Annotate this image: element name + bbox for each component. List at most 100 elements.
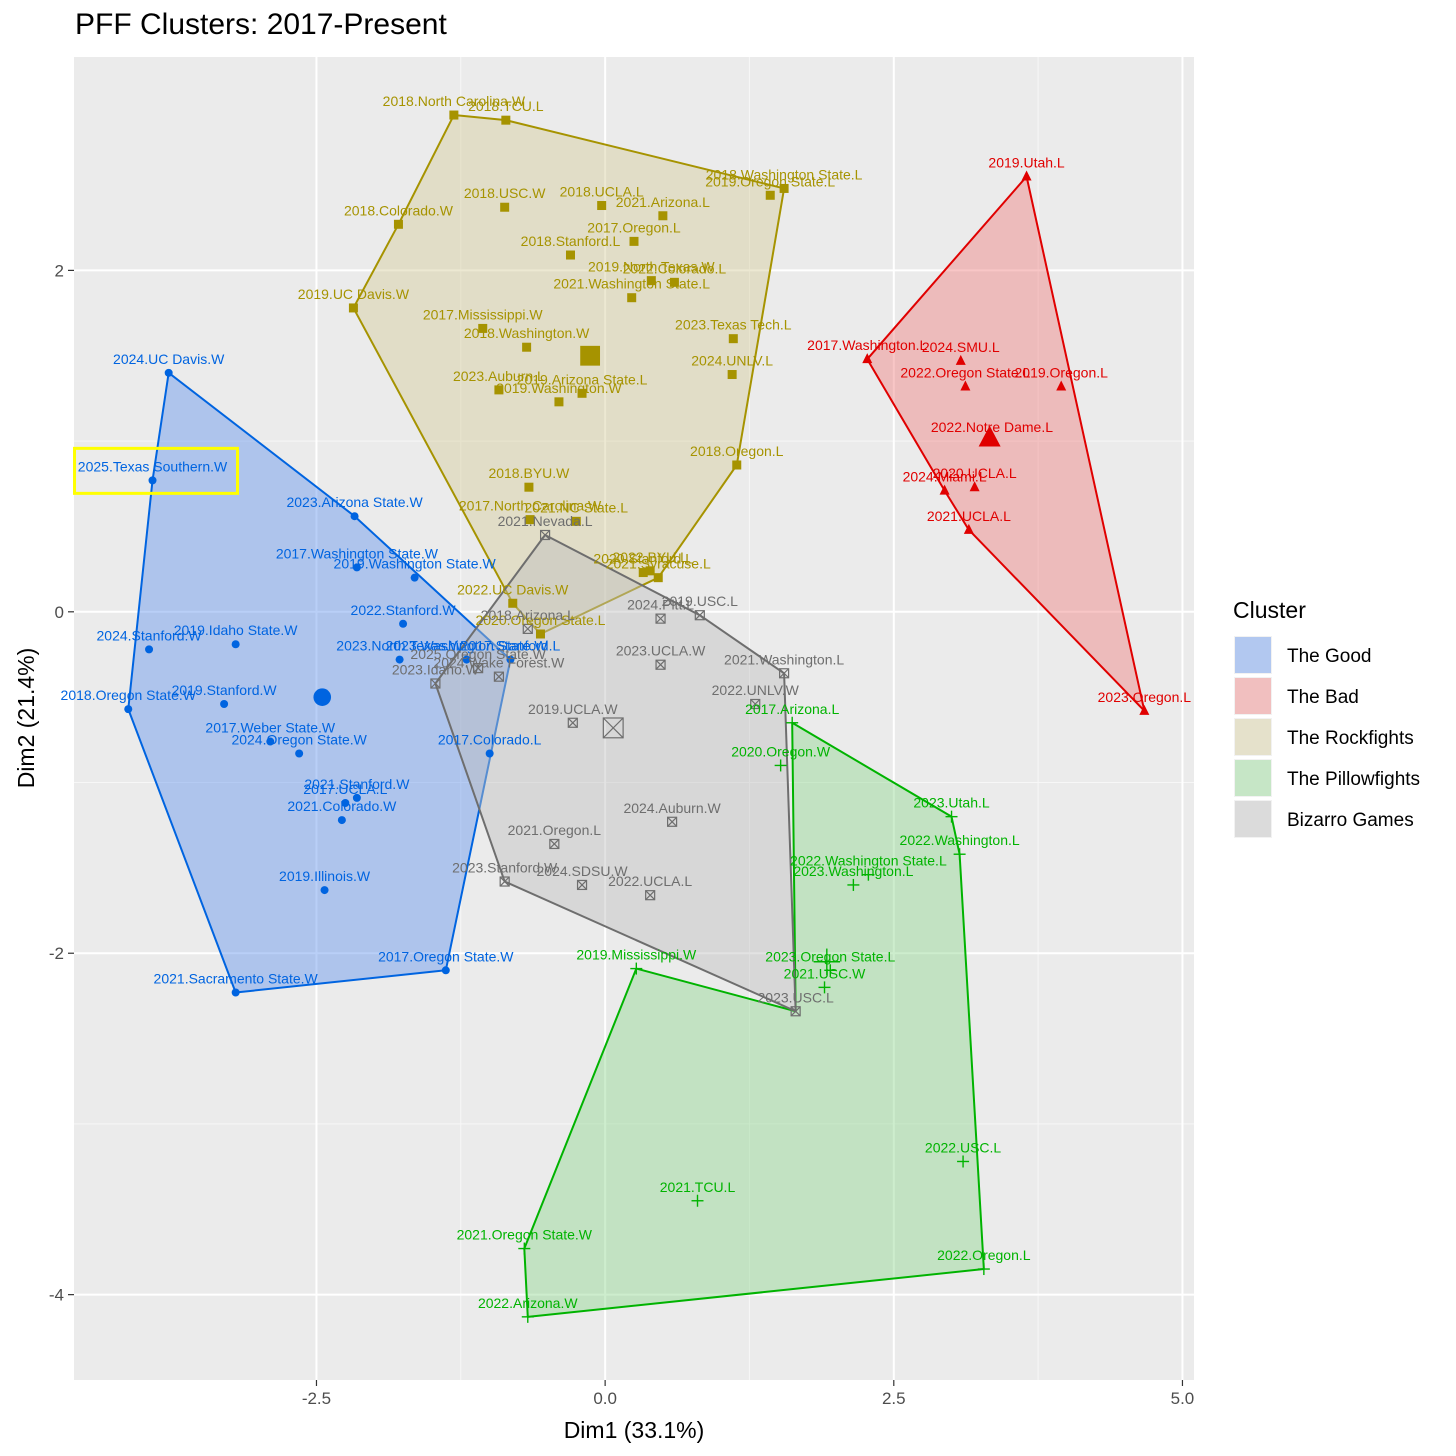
point-label: 2017.Washington.L	[807, 337, 927, 353]
data-point	[565, 250, 575, 260]
x-tick-label: 5.0	[1171, 1389, 1195, 1408]
point-label: 2017.Mississippi.W	[423, 306, 544, 322]
legend-key-bg	[1234, 718, 1272, 756]
point-label: 2023.North Texas.W	[336, 638, 463, 654]
point-label: 2024.UC Davis.W	[113, 351, 225, 367]
point-label: 2017.Arizona.L	[745, 701, 839, 717]
legend-key-bg	[1234, 636, 1272, 674]
legend-label: Bizarro Games	[1287, 810, 1414, 831]
data-point	[567, 717, 578, 728]
point-label: 2020.Stanford.L	[593, 551, 693, 567]
data-point	[957, 1155, 970, 1168]
data-point	[231, 640, 240, 649]
point-label: 2021.NC State.L	[525, 499, 629, 515]
point-label: 2022.Washington.L	[900, 832, 1020, 848]
x-axis-title: Dim1 (33.1%)	[564, 1417, 705, 1443]
data-point	[352, 793, 361, 802]
data-point	[786, 716, 799, 729]
point-label: 2018.Washington State.L	[706, 166, 863, 182]
legend-label: The Pillowfights	[1287, 769, 1420, 790]
legend-swatch	[1235, 678, 1271, 714]
legend-item: The Good	[1234, 636, 1372, 674]
data-point	[658, 211, 668, 221]
data-point	[750, 698, 761, 710]
data-point	[494, 385, 504, 395]
data-point	[779, 668, 790, 679]
data-point	[646, 276, 656, 286]
point-label: 2018.UCLA.L	[560, 184, 644, 200]
data-point	[266, 737, 275, 746]
point-label: 2023.Washington State.W	[386, 638, 549, 654]
point-label: 2023.Utah.L	[913, 795, 989, 811]
data-point	[655, 613, 666, 624]
point-label: 2023.Washington.L	[793, 863, 913, 879]
point-label: 2024.Wake Forest.W	[433, 655, 565, 671]
data-point	[500, 202, 510, 212]
data-point	[499, 876, 510, 887]
point-label: 2017.Colorado.L	[438, 731, 542, 747]
point-label: 2021.Syracuse.L	[606, 556, 711, 572]
data-point	[774, 759, 787, 772]
point-label: 2022.BYU.L	[612, 549, 688, 565]
data-point	[473, 663, 484, 674]
data-point	[847, 878, 860, 891]
point-label: 2023.Oregon.L	[1098, 689, 1192, 705]
data-point	[124, 705, 133, 714]
legend-swatch	[1235, 637, 1271, 673]
data-point	[727, 370, 737, 380]
data-point	[939, 484, 950, 495]
legend-swatch	[1235, 760, 1271, 796]
point-label: 2023.Auburn.L	[453, 368, 545, 384]
data-point	[164, 368, 173, 377]
point-label: 2019.Illinois.W	[279, 868, 371, 884]
point-label: 2021.Arizona.L	[616, 194, 710, 210]
point-label: 2020.Oregon.W	[731, 743, 831, 759]
data-point	[352, 563, 361, 572]
data-point	[395, 655, 404, 664]
point-label: 2017.Oregon State.W	[378, 948, 514, 964]
point-label: 2019.Washington State.W	[334, 556, 497, 572]
data-point	[493, 671, 505, 682]
data-point	[1021, 170, 1032, 181]
cluster-centroid	[978, 425, 1001, 447]
point-label: 2024.Oregon State.W	[231, 731, 367, 747]
data-point	[549, 838, 560, 850]
point-label: 2022.Colorado.L	[623, 260, 727, 276]
data-point	[441, 966, 450, 975]
data-point	[231, 988, 240, 997]
x-axis-ticks: -2.5 0.0 2.5 5.0	[302, 1380, 1194, 1408]
point-label: 2019.UC Davis.W	[298, 286, 410, 302]
point-label: 2019.USC.L	[662, 593, 738, 609]
data-point	[320, 886, 329, 895]
data-point	[148, 476, 157, 485]
data-point	[945, 810, 958, 823]
point-label: 2021.Stanford.W	[304, 776, 410, 792]
point-label: 2023.Idaho.W	[392, 662, 480, 678]
x-tick-label: 2.5	[882, 1389, 906, 1408]
data-point	[960, 380, 971, 391]
data-point	[597, 201, 607, 211]
point-label: 2023.Arizona State.W	[286, 494, 423, 510]
point-label: 2020.UCLA.L	[933, 465, 1017, 481]
data-point	[350, 512, 359, 521]
x-tick-label: 0.0	[593, 1389, 617, 1408]
point-label: 2022.UCLA.L	[608, 873, 692, 889]
data-point	[539, 529, 551, 541]
data-point	[348, 303, 358, 313]
cluster-centroid	[602, 717, 624, 739]
data-point	[341, 799, 350, 808]
point-label: 2018.BYU.W	[488, 465, 570, 481]
data-point	[630, 962, 643, 975]
point-label: 2017.Weber State.W	[205, 720, 335, 736]
data-point	[963, 523, 974, 534]
data-point	[506, 655, 515, 664]
point-label: 2021.TCU.L	[660, 1179, 736, 1195]
data-point	[694, 610, 705, 621]
legend-item: Bizarro Games	[1234, 800, 1414, 838]
data-point	[145, 645, 154, 654]
point-label: 2021.UCLA.L	[927, 508, 1011, 524]
point-label: 2019.Washington.W	[496, 380, 622, 396]
point-label: 2021.Oregon.L	[508, 822, 602, 838]
legend-key-bg	[1234, 800, 1272, 838]
data-point	[969, 481, 980, 492]
